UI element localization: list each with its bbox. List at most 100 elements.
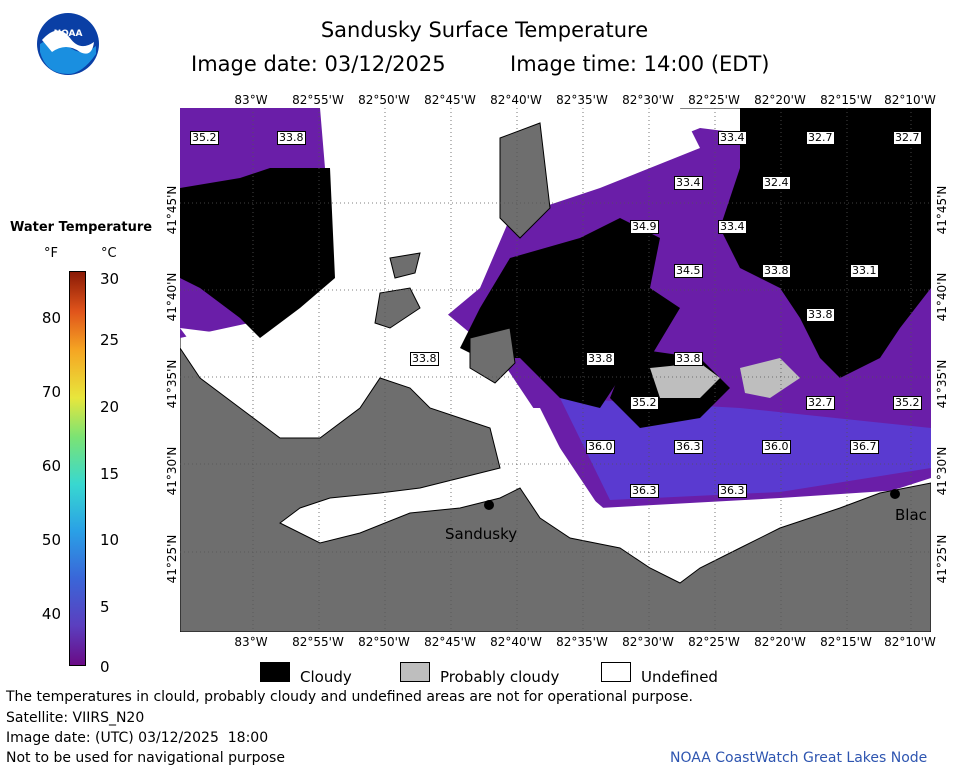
lat-label-left: 41°35'N xyxy=(165,359,179,409)
lon-label-top: 83°W xyxy=(234,93,268,107)
lon-label-bottom: 82°20'W xyxy=(754,635,806,649)
lat-label-left: 41°40'N xyxy=(165,272,179,322)
temp-label: 35.2 xyxy=(893,396,922,410)
legend-title: Water Temperature xyxy=(10,220,153,235)
image-date: Image date: 03/12/2025 xyxy=(191,52,446,76)
temp-label: 36.3 xyxy=(630,484,659,498)
noaa-logo-icon: NOAA xyxy=(37,13,99,75)
tick-f-50: 50 xyxy=(41,531,61,549)
temp-label: 35.2 xyxy=(190,131,219,145)
lon-label-top: 82°25'W xyxy=(688,93,740,107)
temp-label: 36.7 xyxy=(850,440,879,454)
unit-celsius: °C xyxy=(101,246,117,261)
key-probably-cloudy-swatch xyxy=(400,662,430,682)
lat-label-left: 41°25'N xyxy=(165,534,179,584)
lon-label-bottom: 82°10'W xyxy=(884,635,936,649)
cloud-area xyxy=(180,168,335,338)
temp-label: 34.5 xyxy=(674,264,703,278)
temp-label: 33.8 xyxy=(674,352,703,366)
tick-f-80: 80 xyxy=(41,309,61,327)
temp-label: 33.4 xyxy=(718,131,747,145)
tick-c-5: 5 xyxy=(100,598,110,616)
temp-label: 33.8 xyxy=(277,131,306,145)
temp-label: 35.2 xyxy=(630,396,659,410)
lon-label-bottom: 82°25'W xyxy=(688,635,740,649)
lat-label-right: 41°30'N xyxy=(935,446,949,496)
lat-label-right: 41°40'N xyxy=(935,272,949,322)
tick-f-60: 60 xyxy=(41,457,61,475)
lat-label-right: 41°25'N xyxy=(935,534,949,584)
temperature-colorbar xyxy=(69,271,86,666)
lat-label-left: 41°45'N xyxy=(165,185,179,235)
lat-label-right: 41°35'N xyxy=(935,359,949,409)
temp-label: 32.7 xyxy=(806,396,835,410)
logo-text: NOAA xyxy=(54,29,83,39)
satellite-text: Satellite: VIIRS_N20 xyxy=(6,710,145,726)
temp-label: 33.8 xyxy=(410,352,439,366)
lon-label-bottom: 82°50'W xyxy=(358,635,410,649)
temp-label: 36.0 xyxy=(762,440,791,454)
island xyxy=(469,327,516,384)
temp-label: 33.4 xyxy=(718,220,747,234)
lon-label-top: 82°40'W xyxy=(490,93,542,107)
tick-f-40: 40 xyxy=(41,605,61,623)
tick-c-20: 20 xyxy=(100,398,120,416)
place-blac: Blac xyxy=(895,506,927,524)
lon-label-bottom: 82°30'W xyxy=(622,635,674,649)
lon-label-top: 82°30'W xyxy=(622,93,674,107)
island xyxy=(499,122,551,239)
temperature-map xyxy=(180,108,931,632)
sandusky-marker xyxy=(484,500,494,510)
lon-label-bottom: 82°35'W xyxy=(556,635,608,649)
temp-label: 36.3 xyxy=(674,440,703,454)
island xyxy=(389,252,421,279)
lon-label-top: 82°50'W xyxy=(358,93,410,107)
probably-cloudy-area xyxy=(650,363,720,398)
temp-label: 33.8 xyxy=(586,352,615,366)
temp-label: 33.4 xyxy=(674,176,703,190)
temp-label: 36.0 xyxy=(586,440,615,454)
navigation-warning: Not to be used for navigational purpose xyxy=(6,750,285,766)
tick-c-30: 30 xyxy=(100,270,120,288)
map-title: Sandusky Surface Temperature xyxy=(320,18,649,42)
temp-label: 33.8 xyxy=(762,264,791,278)
tick-c-25: 25 xyxy=(100,331,120,349)
lat-label-right: 41°45'N xyxy=(935,185,949,235)
lat-label-left: 41°30'N xyxy=(165,446,179,496)
blac-marker xyxy=(890,489,900,499)
tick-c-15: 15 xyxy=(100,465,120,483)
lon-label-top: 82°55'W xyxy=(292,93,344,107)
temp-label: 36.3 xyxy=(718,484,747,498)
key-cloudy-swatch xyxy=(260,662,290,682)
island xyxy=(374,287,421,329)
disclaimer-text: The temperatures in clould, probably clo… xyxy=(6,689,693,705)
lon-label-bottom: 82°55'W xyxy=(292,635,344,649)
place-sandusky: Sandusky xyxy=(445,525,518,543)
temp-label: 32.4 xyxy=(762,176,791,190)
temp-label: 32.7 xyxy=(893,131,922,145)
key-probably-cloudy-label: Probably cloudy xyxy=(440,668,560,686)
lon-label-top: 82°45'W xyxy=(424,93,476,107)
temp-label: 33.1 xyxy=(850,264,879,278)
undefined-area xyxy=(260,108,700,368)
temp-label: 33.8 xyxy=(806,308,835,322)
lon-label-top: 82°15'W xyxy=(820,93,872,107)
utc-date-text: Image date: (UTC) 03/12/2025 18:00 xyxy=(6,730,269,746)
temp-label: 32.7 xyxy=(806,131,835,145)
lon-label-top: 82°20'W xyxy=(754,93,806,107)
cloud-area xyxy=(720,108,931,378)
lon-label-bottom: 83°W xyxy=(234,635,268,649)
mainland xyxy=(180,347,931,632)
lon-label-bottom: 82°40'W xyxy=(490,635,542,649)
lon-label-top: 82°35'W xyxy=(556,93,608,107)
image-time: Image time: 14:00 (EDT) xyxy=(510,52,770,76)
lat-lon-grid xyxy=(180,108,931,632)
tick-f-70: 70 xyxy=(41,383,61,401)
undefined-area xyxy=(180,328,931,578)
temp-label: 34.9 xyxy=(630,220,659,234)
lon-label-bottom: 82°45'W xyxy=(424,635,476,649)
lon-label-bottom: 82°15'W xyxy=(820,635,872,649)
key-cloudy-label: Cloudy xyxy=(300,668,352,686)
key-undefined-label: Undefined xyxy=(641,668,718,686)
tick-c-10: 10 xyxy=(100,531,120,549)
